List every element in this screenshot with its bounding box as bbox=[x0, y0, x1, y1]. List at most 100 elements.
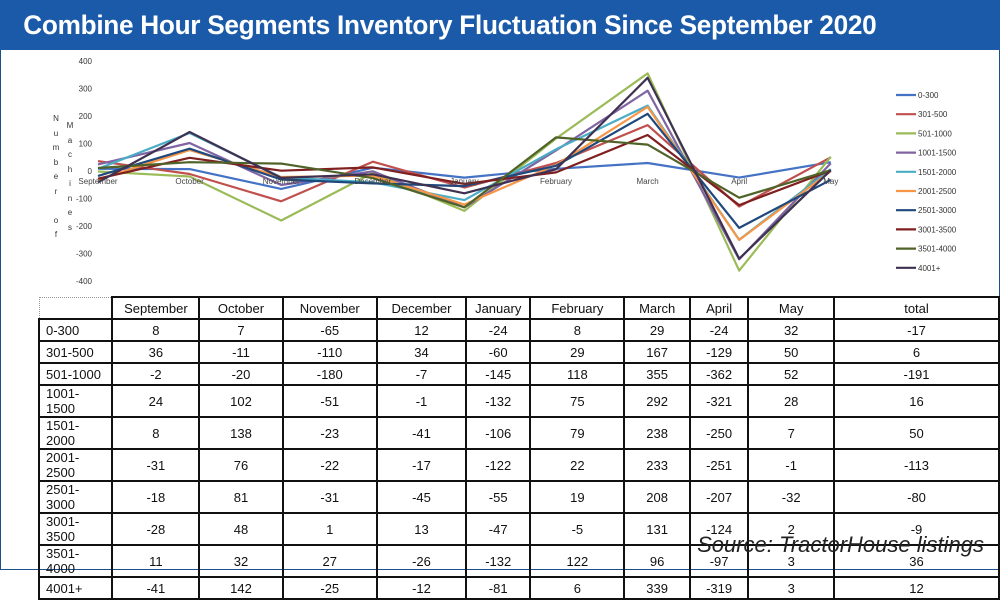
table-cell: 19 bbox=[529, 480, 626, 514]
y-tick-label: 0 bbox=[88, 167, 93, 176]
table-row-label: 0-300 bbox=[37, 318, 114, 342]
table-row-label: 1001-1500 bbox=[37, 384, 114, 418]
table-row: 3001-3500 -28 48 1 13 -47 -5 131 -124 2 -9 bbox=[37, 512, 1000, 546]
table-cell: -65 bbox=[281, 318, 378, 342]
table-cell: 13 bbox=[375, 512, 468, 546]
series-line-2501-3000 bbox=[97, 112, 832, 229]
table-cell: -122 bbox=[465, 448, 532, 482]
table-row: 1001-1500 24 102 -51 -1 -132 75 292 -321 28 16 bbox=[37, 384, 1000, 418]
table-corner-cell bbox=[38, 296, 114, 320]
table-row: 4001+ -41 142 -25 -12 -81 6 339 -319 3 12 bbox=[37, 576, 1000, 600]
table-cell: 238 bbox=[623, 416, 691, 450]
table-cell: 122 bbox=[529, 544, 626, 578]
table-cell: -251 bbox=[688, 448, 750, 482]
table-cell: -81 bbox=[465, 576, 532, 600]
series-line-3501-4000 bbox=[97, 136, 832, 209]
table-cell: -7 bbox=[375, 362, 468, 386]
table-cell: -80 bbox=[833, 480, 1000, 514]
table-cell: 292 bbox=[623, 384, 691, 418]
table-cell: -321 bbox=[688, 384, 750, 418]
x-category-label: January bbox=[450, 177, 478, 186]
series-line-0-300 bbox=[97, 161, 831, 190]
table-cell: -22 bbox=[281, 448, 378, 482]
table-cell: 24 bbox=[111, 384, 201, 418]
y-tick-label: 300 bbox=[79, 85, 93, 94]
table-cell: 138 bbox=[198, 416, 284, 450]
table-row: 2501-3000 -18 81 -31 -45 -55 19 208 -207 -32 -80 bbox=[37, 480, 1000, 514]
table-cell: -145 bbox=[465, 362, 532, 386]
table-cell: 96 bbox=[623, 544, 691, 578]
table-cell: 7 bbox=[198, 318, 284, 342]
table-cell: -5 bbox=[529, 512, 626, 546]
table-cell: 48 bbox=[198, 512, 284, 546]
table-cell: 8 bbox=[111, 318, 201, 342]
legend-label: 1501-2000 bbox=[918, 168, 957, 177]
table-row-label: 2501-3000 bbox=[37, 480, 114, 514]
table-cell: 6 bbox=[833, 340, 1000, 364]
table-cell: 6 bbox=[529, 576, 626, 600]
table-cell: 1 bbox=[281, 512, 378, 546]
table-cell: -31 bbox=[281, 480, 378, 514]
y-axis-label-letter: r bbox=[54, 186, 58, 196]
table-column-header: February bbox=[529, 296, 626, 320]
table-cell: 29 bbox=[623, 318, 691, 342]
table-cell: -319 bbox=[688, 576, 750, 600]
y-tick-label: 100 bbox=[79, 140, 93, 149]
y-axis-label-letter bbox=[52, 199, 60, 214]
table-cell: 233 bbox=[623, 448, 691, 482]
table-cell: 29 bbox=[529, 340, 626, 364]
y-tick-label: 200 bbox=[79, 112, 93, 121]
legend-label: 3501-4000 bbox=[918, 245, 957, 254]
table-cell: 8 bbox=[111, 416, 201, 450]
table-cell: 50 bbox=[833, 416, 1000, 450]
table-cell: -180 bbox=[281, 362, 378, 386]
table-cell: 79 bbox=[529, 416, 626, 450]
table-cell: 167 bbox=[623, 340, 691, 364]
table-cell: 81 bbox=[198, 480, 284, 514]
table-cell: -26 bbox=[375, 544, 468, 578]
table-cell: -20 bbox=[198, 362, 284, 386]
table-cell: 75 bbox=[529, 384, 626, 418]
table-row-label: 3501-4000 bbox=[37, 544, 114, 578]
x-category-label: February bbox=[540, 177, 572, 186]
table-row-label: 3001-3500 bbox=[37, 512, 114, 546]
table-row-label: 4001+ bbox=[37, 576, 114, 600]
x-category-label: March bbox=[636, 177, 658, 186]
table-cell: -45 bbox=[375, 480, 468, 514]
x-category-label: December bbox=[354, 177, 391, 186]
table-cell: -17 bbox=[833, 318, 1000, 342]
table-header-row: September October November December January F… bbox=[38, 296, 1000, 320]
y-axis-label-letter: c bbox=[68, 150, 72, 159]
table-cell: -106 bbox=[465, 416, 532, 450]
table-cell: 22 bbox=[529, 448, 626, 482]
table-cell: 208 bbox=[623, 480, 691, 514]
series-line-3001-3500 bbox=[97, 133, 832, 207]
y-axis-label-letter: s bbox=[68, 222, 72, 232]
table-cell: -17 bbox=[375, 448, 468, 482]
table-cell: -24 bbox=[465, 318, 532, 342]
y-axis-label-letter: b bbox=[53, 157, 59, 167]
table-cell: 32 bbox=[747, 318, 836, 342]
table-cell: -60 bbox=[465, 340, 532, 364]
y-axis-label-letter: m bbox=[52, 143, 60, 152]
table-cell: 52 bbox=[747, 362, 836, 386]
table-cell: -41 bbox=[375, 416, 468, 450]
y-tick-label: -400 bbox=[76, 277, 93, 286]
table-cell: -113 bbox=[833, 448, 1000, 482]
line-chart: 400 300 200 100 0 -100 -200 -300 -400 September Oc… bbox=[76, 57, 957, 286]
table-cell: 142 bbox=[198, 576, 284, 600]
table-cell: 28 bbox=[747, 384, 836, 418]
legend-label: 301-500 bbox=[918, 110, 948, 119]
legend-label: 2001-2500 bbox=[918, 187, 957, 196]
table-cell: -41 bbox=[111, 576, 201, 600]
page-title: Combine Hour Segments Inventory Fluctuat… bbox=[23, 10, 877, 40]
table-cell: -124 bbox=[688, 512, 750, 546]
table-row-label: 501-1000 bbox=[37, 362, 114, 386]
table-row-label: 2001-2500 bbox=[37, 448, 114, 482]
y-axis-label-letter: a bbox=[67, 135, 73, 145]
table-column-header: total bbox=[833, 296, 1000, 320]
table-cell: -1 bbox=[747, 448, 836, 482]
table-column-header: December bbox=[375, 296, 468, 320]
y-tick-label: -100 bbox=[76, 195, 93, 204]
table-cell: -1 bbox=[375, 384, 468, 418]
